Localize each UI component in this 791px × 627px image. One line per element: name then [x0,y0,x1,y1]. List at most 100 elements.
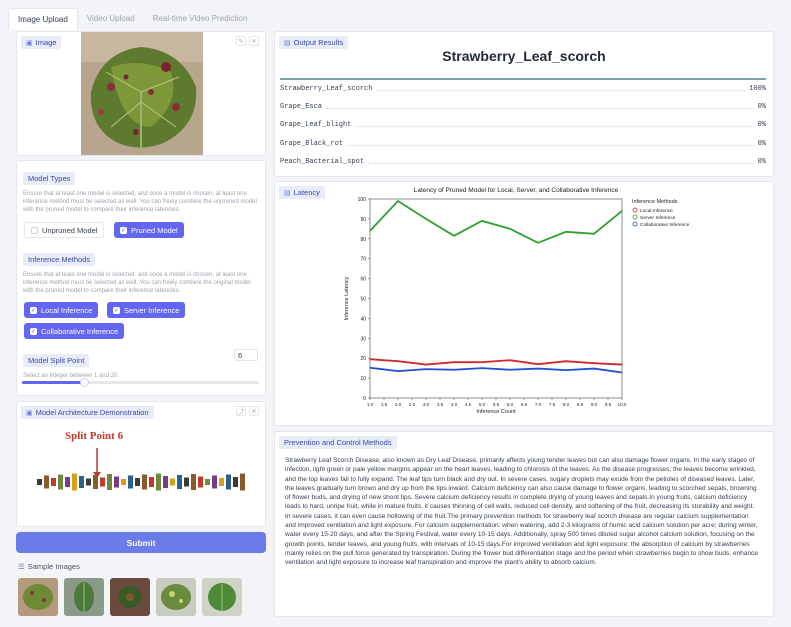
architecture-layer [44,475,49,489]
x-tick-label: 1.0 [367,402,374,407]
y-tick-label: 100 [358,197,367,203]
submit-button[interactable]: Submit [16,532,266,553]
x-axis-label: Inference Count [476,409,516,415]
uploaded-leaf-image [81,32,203,155]
tab-video-upload[interactable]: Video Upload [86,14,135,23]
y-tick-label: 30 [360,336,366,342]
share-icon[interactable]: ⤴ [236,406,246,416]
split-point-text: Split Point 6 [65,430,124,442]
result-row: Grape_Leaf_blight 0% [280,121,766,129]
x-tick-label: 8.0 [563,402,570,407]
architecture-layer [58,474,63,490]
result-row: Grape_Black_rot 0% [280,140,766,148]
legend-entry: Local Inference [640,208,673,214]
confidence-bar-fill [280,78,766,80]
check-icon: ✓ [30,306,37,314]
x-tick-label: 3.5 [437,402,444,407]
architecture-layer [163,476,168,488]
architecture-layer [72,473,77,491]
x-tick-label: 7.5 [549,402,556,407]
check-icon: ✓ [30,327,37,335]
series-line-collaborative-inference [369,366,623,374]
sample-images-label: ☰ Sample Images [18,562,80,571]
x-tick-label: 2.0 [395,402,402,407]
sample-image-2[interactable] [64,578,104,616]
y-tick-label: 70 [360,257,366,263]
list-icon: ☰ [18,562,25,571]
legend-title: Inference Methods [632,199,678,205]
tab-realtime-video[interactable]: Real-time Video Prediction [152,14,248,23]
y-tick-label: 10 [360,376,366,382]
pruned-model-checkbox[interactable]: ✓ Pruned Model [114,222,184,238]
x-tick-label: 2.5 [409,402,416,407]
y-tick-label: 0 [363,396,366,402]
legend-marker [632,221,638,227]
dotted-leader [368,163,754,164]
result-class-name: Strawberry_Leaf_scorch [280,85,373,93]
x-tick-label: 4.0 [451,402,458,407]
result-class-name: Peach_Bacterial_spot [280,158,365,166]
architecture-layer [240,473,245,491]
x-tick-label: 5.0 [479,402,486,407]
architecture-layer [184,477,189,487]
local-inference-checkbox[interactable]: ✓ Local Inference [24,302,99,318]
close-icon[interactable]: ✕ [249,36,259,46]
sample-image-3[interactable] [110,578,150,616]
model-architecture-diagram [37,448,245,491]
x-tick-label: 9.0 [591,402,598,407]
chart-title: Latency of Pruned Model for Local, Serve… [414,187,619,194]
architecture-layer [86,478,91,486]
check-icon: ✓ [113,306,120,314]
collaborative-inference-checkbox[interactable]: ✓ Collaborative Inference [24,323,125,339]
architecture-layer [37,479,42,485]
inference-methods-help: Ensure that at least one model is select… [23,272,251,295]
y-axis-label: Inference Latency [344,276,350,320]
dotted-leader [326,108,754,109]
sample-image-4[interactable] [156,578,196,616]
architecture-layer [170,478,175,486]
edit-icon[interactable]: ✎ [236,36,246,46]
close-icon[interactable]: ✕ [249,406,259,416]
architecture-layer [233,477,238,487]
series-line-server-inference [369,199,623,244]
x-tick-label: 4.5 [465,402,472,407]
slider-handle[interactable] [79,378,89,387]
architecture-layer [212,475,217,489]
legend-entry: Collaborative Inference [640,222,690,228]
architecture-layer [142,474,147,490]
y-tick-label: 40 [360,316,366,322]
y-tick-label: 60 [360,277,366,283]
sample-image-1[interactable] [18,578,58,616]
result-confidence: 100% [749,85,766,93]
check-icon: ✓ [120,226,127,234]
result-row: Peach_Bacterial_spot 0% [280,158,766,166]
tab-image-upload[interactable]: Image Upload [8,8,78,30]
model-types-label: Model Types [23,172,76,185]
sample-image-5[interactable] [202,578,242,616]
legend-entry: Server Inference [640,215,676,221]
dotted-leader [376,90,746,91]
architecture-layer [135,478,140,486]
chart-icon: ▤ [284,39,291,47]
architecture-layer [51,478,56,486]
server-inference-checkbox[interactable]: ✓ Server Inference [107,302,186,318]
architecture-layer [198,476,203,488]
architecture-layer [177,475,182,489]
legend-marker [632,207,638,213]
prevention-text: Strawberry Leaf Scorch Disease, also kno… [285,457,758,567]
y-tick-label: 20 [360,356,366,362]
x-tick-label: 10.0 [618,402,627,407]
result-confidence: 0% [757,158,766,166]
result-row: Grape_Esca 0% [280,103,766,111]
unpruned-model-checkbox[interactable]: Unpruned Model [24,222,105,238]
split-point-slider[interactable] [22,378,259,387]
result-confidence: 0% [757,140,766,148]
prevention-panel: Prevention and Control Methods [274,431,774,617]
image-input-panel[interactable]: ▣ Image ✎ ✕ [16,31,266,156]
x-tick-label: 6.5 [521,402,528,407]
architecture-layer [226,474,231,490]
dotted-leader [347,145,754,146]
split-point-number-input[interactable]: 6 [234,349,258,361]
architecture-layer [191,474,196,490]
architecture-layer [79,476,84,488]
